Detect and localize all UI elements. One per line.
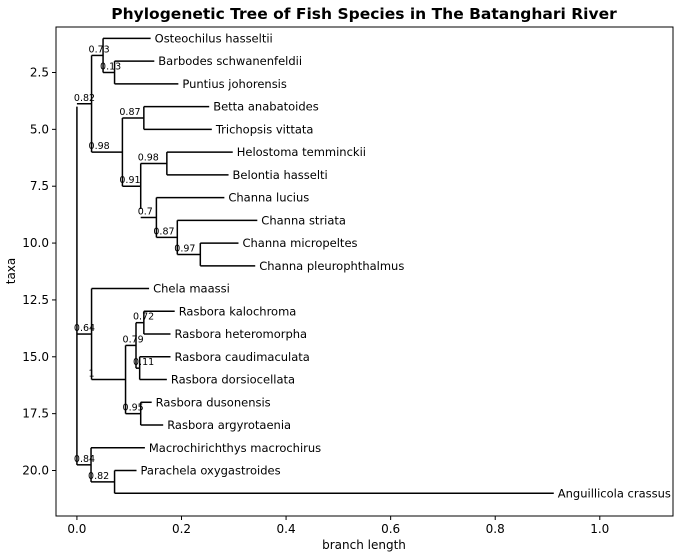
leaf-label: Chela maassi <box>153 282 230 296</box>
leaf-label: Channa micropeltes <box>242 236 357 250</box>
confidence-label: 0.87 <box>153 226 174 237</box>
x-tick-label: 0.8 <box>486 522 505 536</box>
x-tick-label: 0.4 <box>277 522 296 536</box>
y-tick-label: 10.0 <box>22 236 49 250</box>
x-tick-label: 1.0 <box>590 522 609 536</box>
chart-title: Phylogenetic Tree of Fish Species in The… <box>111 5 617 23</box>
y-tick-label: 12.5 <box>22 293 49 307</box>
leaf-label: Rasbora kalochroma <box>179 304 297 318</box>
confidence-label: 0.11 <box>133 357 154 368</box>
confidence-label: 0.98 <box>138 152 159 163</box>
confidence-label: 0.97 <box>174 243 195 254</box>
x-axis-label: branch length <box>322 538 406 552</box>
leaf-label: Channa striata <box>261 213 346 227</box>
leaf-label: Parachela oxygastroides <box>141 464 281 478</box>
y-tick-label: 5.0 <box>30 122 49 136</box>
y-tick-label: 20.0 <box>22 464 49 478</box>
leaf-label: Helostoma temminckii <box>237 145 366 159</box>
leaf-label: Rasbora heteromorpha <box>175 327 308 341</box>
plot-area-frame <box>55 26 674 517</box>
y-tick-label: 17.5 <box>22 407 49 421</box>
y-tick-label: 7.5 <box>30 179 49 193</box>
confidence-label: 0.72 <box>133 312 154 323</box>
y-axis-label: taxa <box>4 258 18 285</box>
confidence-label: 0.98 <box>89 141 110 152</box>
x-tick-label: 0.0 <box>67 522 86 536</box>
confidence-label: 0.82 <box>88 471 109 482</box>
confidence-label: 0.91 <box>119 175 140 186</box>
confidence-label: 0.7 <box>138 206 153 217</box>
leaf-labels: Osteochilus hasseltii Barbodes schwanenfe… <box>141 31 671 500</box>
leaf-label: Barbodes schwanenfeldii <box>158 54 302 68</box>
confidence-label: 0.87 <box>119 107 140 118</box>
confidence-label: 0.84 <box>74 454 95 465</box>
leaf-label: Rasbora dorsiocellata <box>171 373 295 387</box>
y-tick-label: 15.0 <box>22 350 49 364</box>
tree-branches <box>76 37 554 495</box>
leaf-label: Macrochirichthys macrochirus <box>149 441 321 455</box>
confidence-label: 0.64 <box>74 323 95 334</box>
y-axis: 2.5 5.0 7.5 10.0 12.5 15.0 17.5 20.0 <box>22 65 56 478</box>
leaf-label: Betta anabatoides <box>213 100 319 114</box>
confidence-label: 0.79 <box>123 334 144 345</box>
leaf-label: Anguillicola crassus <box>558 486 671 500</box>
x-tick-label: 0.6 <box>381 522 400 536</box>
leaf-label: Channa lucius <box>228 191 309 205</box>
leaf-label: Rasbora caudimaculata <box>175 350 310 364</box>
leaf-label: Osteochilus hasseltii <box>155 31 273 45</box>
confidence-label: 0.95 <box>123 403 144 414</box>
x-axis: 0.0 0.2 0.4 0.6 0.8 1.0 <box>67 516 609 536</box>
x-tick-label: 0.2 <box>172 522 191 536</box>
confidence-label: 0.73 <box>89 44 110 55</box>
leaf-label: Belontia hasselti <box>233 168 328 182</box>
leaf-label: Rasbora dusonensis <box>156 395 271 409</box>
leaf-label: Rasbora argyrotaenia <box>167 418 291 432</box>
confidence-label: 0.13 <box>100 61 121 72</box>
y-tick-label: 2.5 <box>30 65 49 79</box>
confidence-label: 1 <box>89 369 95 380</box>
leaf-label: Channa pleurophthalmus <box>259 259 404 273</box>
confidence-labels: 0.820.730.130.980.870.910.980.70.870.970… <box>74 44 196 481</box>
confidence-label: 0.82 <box>74 93 95 104</box>
leaf-label: Puntius johorensis <box>182 77 287 91</box>
leaf-label: Trichopsis vittata <box>215 122 314 136</box>
